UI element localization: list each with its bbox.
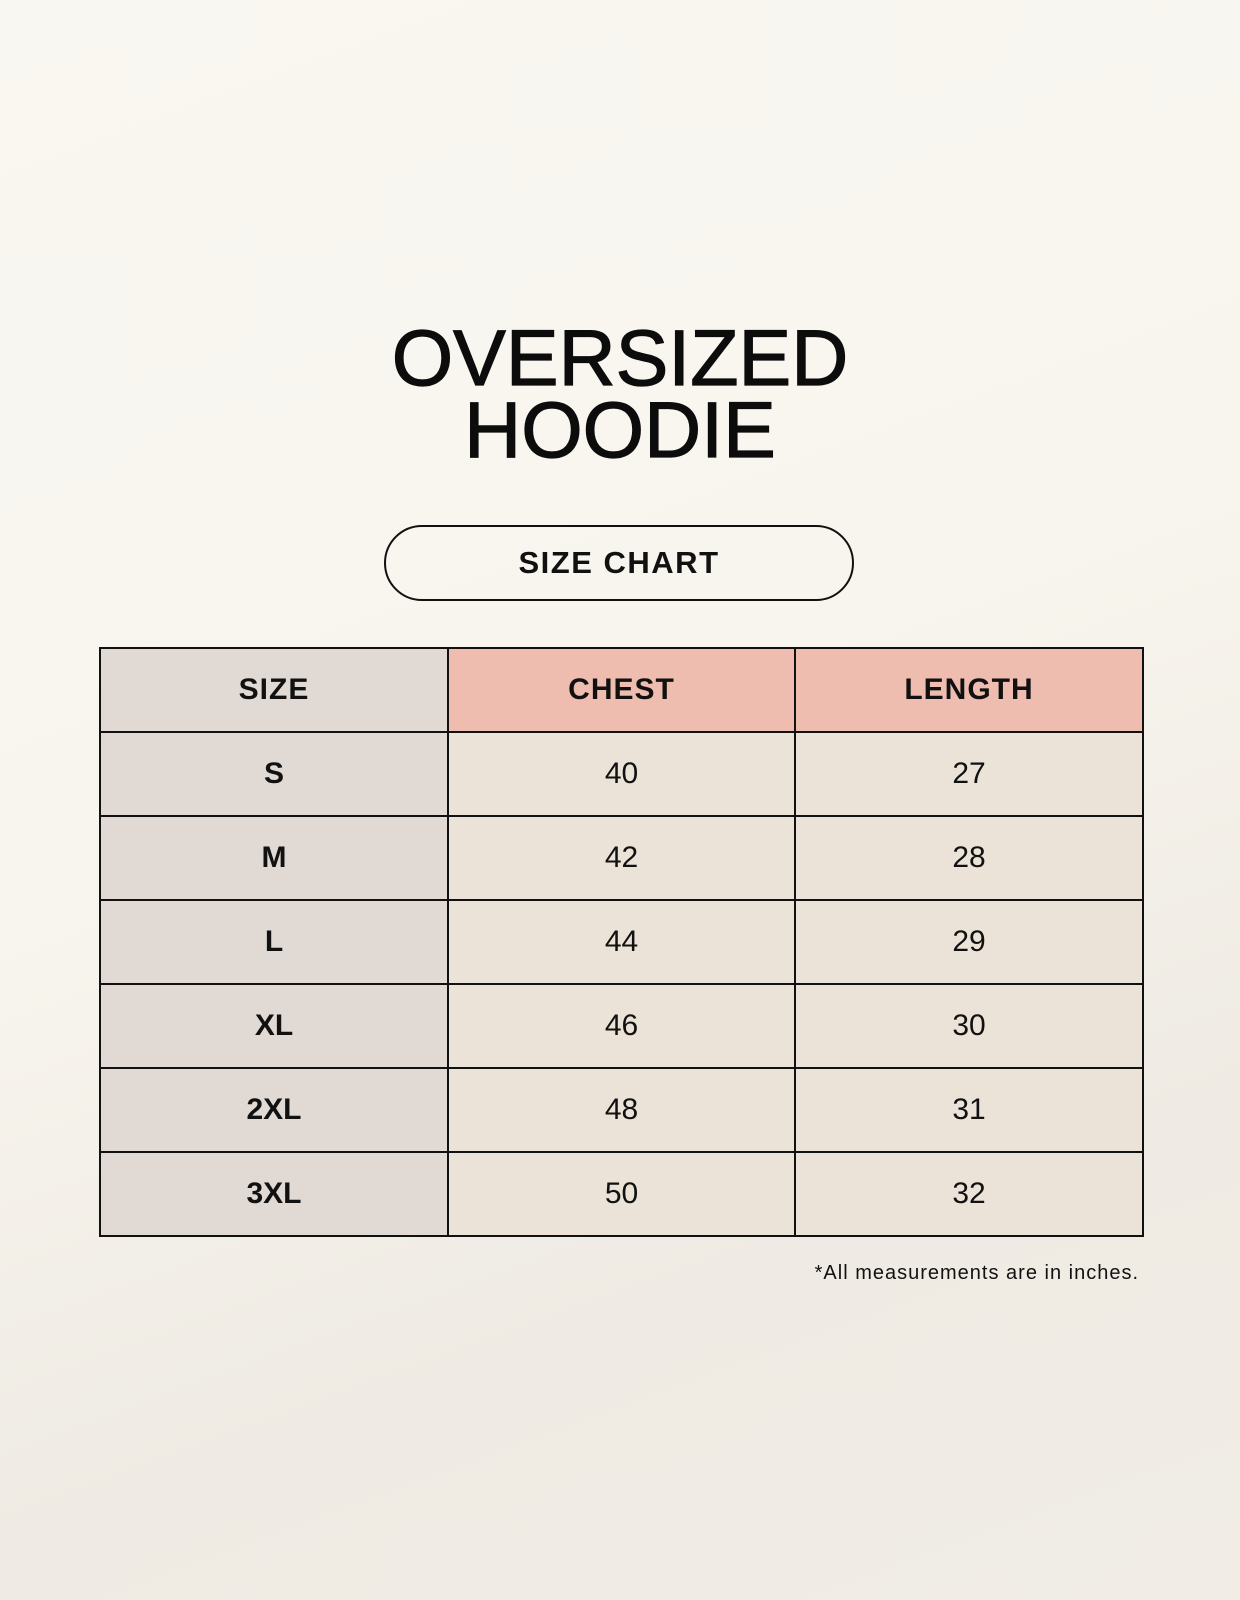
cell-chest: 44 (447, 899, 796, 985)
cell-chest: 46 (447, 983, 796, 1069)
cell-size: S (99, 731, 449, 817)
title-line-1: OVERSIZED (391, 313, 849, 402)
cell-chest: 50 (447, 1151, 796, 1237)
title-line-2: HOODIE (464, 385, 777, 474)
cell-length: 27 (794, 731, 1144, 817)
header-chest: CHEST (447, 647, 796, 733)
cell-chest: 40 (447, 731, 796, 817)
size-table: SIZE CHEST LENGTH S 40 27 M 42 28 L 44 29 XL 46 30 2… (99, 647, 1144, 1237)
cell-size: 3XL (99, 1151, 449, 1237)
table-header-row: SIZE CHEST LENGTH (99, 647, 1144, 733)
cell-length: 32 (794, 1151, 1144, 1237)
cell-chest: 42 (447, 815, 796, 901)
cell-size: M (99, 815, 449, 901)
cell-chest: 48 (447, 1067, 796, 1153)
header-length: LENGTH (794, 647, 1144, 733)
cell-size: L (99, 899, 449, 985)
cell-size: XL (99, 983, 449, 1069)
table-row: S 40 27 (99, 731, 1144, 817)
header-size: SIZE (99, 647, 449, 733)
page-title: OVERSIZED HOODIE (0, 313, 1240, 474)
cell-length: 29 (794, 899, 1144, 985)
table-row: 3XL 50 32 (99, 1151, 1144, 1237)
cell-length: 28 (794, 815, 1144, 901)
table-row: XL 46 30 (99, 983, 1144, 1069)
cell-length: 31 (794, 1067, 1144, 1153)
cell-size: 2XL (99, 1067, 449, 1153)
table-row: L 44 29 (99, 899, 1144, 985)
footnote: *All measurements are in inches. (814, 1262, 1139, 1284)
cell-length: 30 (794, 983, 1144, 1069)
table-row: 2XL 48 31 (99, 1067, 1144, 1153)
table-row: M 42 28 (99, 815, 1144, 901)
size-chart-label: SIZE CHART (384, 525, 854, 601)
